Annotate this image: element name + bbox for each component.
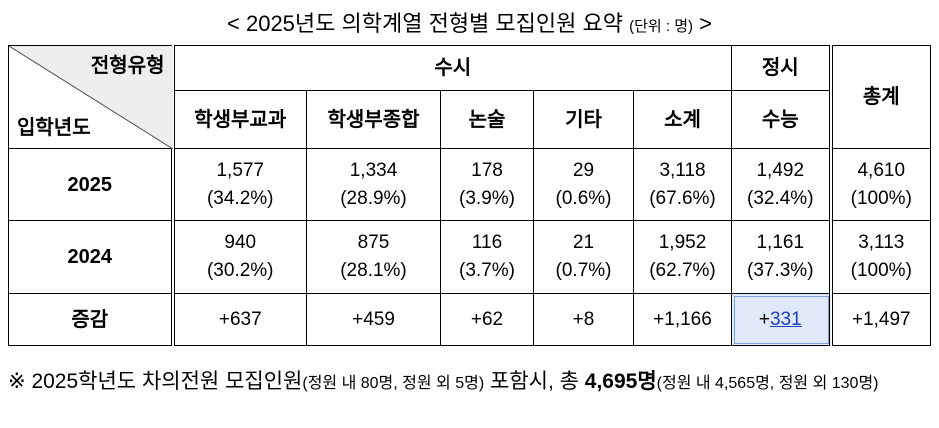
column-header: 학생부교과 bbox=[170, 90, 307, 149]
data-cell: +1,166 bbox=[632, 293, 733, 346]
row-label: 증감 bbox=[8, 293, 173, 346]
count: 21 bbox=[572, 232, 595, 253]
percent: (67.6%) bbox=[649, 187, 716, 209]
percent: (0.6%) bbox=[555, 187, 612, 209]
data-row: 2025 1,577 (34.2%) 1,334 (28.9%) 178 (3.9%) 29 (… bbox=[8, 148, 932, 221]
count: 178 bbox=[471, 159, 503, 181]
data-cell: 1,952 (62.7%) bbox=[632, 220, 733, 294]
percent: (32.4%) bbox=[747, 187, 814, 209]
corner-top: 전형유형 bbox=[90, 55, 165, 77]
group-header: 정시 bbox=[731, 45, 832, 91]
data-cell: +1,497 bbox=[828, 293, 932, 346]
data-cell: +459 bbox=[306, 293, 441, 346]
summary-table: 전형유형 입학년도 수시 정시 총계 학생부교과 학생부종합 논술 기타 소계 수능 20… bbox=[8, 45, 932, 346]
title: < 2025년도 의학계열 전형별 모집인원 요약 (단위 : 명) > bbox=[0, 6, 939, 38]
diagonal bbox=[9, 46, 173, 149]
footnote-total: 4,695명 bbox=[584, 370, 657, 393]
count: 29 bbox=[572, 159, 595, 181]
percent: (100%) bbox=[850, 260, 912, 281]
data-cell: 875 (28.1%) bbox=[306, 220, 441, 294]
data-cell: 21 (0.7%) bbox=[533, 220, 634, 294]
data-cell: 940 (30.2%) bbox=[170, 220, 307, 294]
group-header: 수시 bbox=[170, 45, 733, 91]
data-cell: 3,113 (100%) bbox=[828, 220, 932, 294]
data-row: 2024 940 (30.2%) 875 (28.1%) 116 (3.7%) 21 (0.7%… bbox=[8, 220, 932, 294]
data-cell: 1,577 (34.2%) bbox=[170, 148, 307, 221]
count: +637 bbox=[218, 308, 262, 330]
footnote-lead: 2025학년도 차의전원 모집인원 bbox=[31, 370, 303, 393]
column-header-row: 학생부교과 학생부종합 논술 기타 소계 수능 bbox=[9, 90, 931, 149]
link[interactable]: 331 bbox=[769, 308, 802, 330]
title-close: > bbox=[699, 11, 712, 36]
data-cell: 4,610 (100%) bbox=[828, 148, 932, 221]
column-header: 소계 bbox=[632, 90, 733, 149]
footnote-middle: 포함시, 총 bbox=[490, 370, 579, 393]
count: 4,610 bbox=[857, 159, 906, 181]
data-cell: 3,118 (67.6%) bbox=[632, 148, 733, 221]
count: +1,497 bbox=[851, 308, 911, 330]
count: +62 bbox=[470, 308, 504, 330]
total-header: 총계 bbox=[828, 45, 932, 149]
corner-bottom: 입학년도 bbox=[17, 117, 91, 139]
percent: (0.7%) bbox=[555, 260, 612, 281]
data-cell: 178 (3.9%) bbox=[440, 148, 534, 221]
count: +8 bbox=[572, 308, 595, 330]
count: +1,166 bbox=[653, 308, 712, 330]
column-header: 논술 bbox=[440, 90, 534, 149]
data-cell: 1,161 (37.3%) bbox=[731, 220, 832, 294]
footnote-total-detail: (정원 내 4,565명, 정원 외 130명) bbox=[656, 375, 879, 392]
sign: + bbox=[758, 308, 770, 330]
percent: (28.1%) bbox=[340, 260, 407, 281]
percent: (3.9%) bbox=[459, 187, 515, 209]
count: 1,492 bbox=[756, 159, 805, 181]
row-label: 2025 bbox=[8, 148, 173, 221]
data-cell: 29 (0.6%) bbox=[533, 148, 634, 221]
data-row: 증감 +637 +459 +62 +8 +1,166 +331 +1,497 bbox=[8, 293, 932, 346]
column-header: 수능 bbox=[731, 90, 832, 149]
percent: (37.3%) bbox=[747, 260, 814, 281]
data-cell: 1,492 (32.4%) bbox=[731, 148, 832, 221]
unit: (단위 : 명) bbox=[629, 18, 693, 35]
percent: (3.7%) bbox=[459, 260, 515, 281]
count: 3,118 bbox=[659, 159, 706, 181]
count: 1,952 bbox=[658, 232, 707, 253]
percent: (62.7%) bbox=[649, 260, 716, 281]
count: 940 bbox=[224, 232, 257, 253]
title-text: < 2025년도 의학계열 전형별 모집인원 요약 bbox=[227, 11, 623, 36]
percent: (28.9%) bbox=[340, 187, 407, 209]
count: 1,161 bbox=[756, 232, 805, 253]
count: 116 bbox=[471, 232, 503, 253]
count: 1,577 bbox=[216, 159, 265, 181]
data-cell: +331 bbox=[731, 293, 832, 346]
data-cell: 116 (3.7%) bbox=[440, 220, 534, 294]
count: 3,113 bbox=[858, 232, 905, 253]
data-cell: +62 bbox=[440, 293, 534, 346]
count: 875 bbox=[357, 232, 390, 253]
count: +459 bbox=[352, 308, 395, 330]
percent: (30.2%) bbox=[206, 260, 274, 281]
corner-cell: 전형유형 입학년도 bbox=[8, 45, 173, 149]
row-label: 2024 bbox=[8, 220, 173, 294]
footnote-mark: ※ bbox=[8, 370, 26, 393]
column-header: 학생부종합 bbox=[306, 90, 441, 149]
footnote-detail: (정원 내 80명, 정원 외 5명) bbox=[302, 375, 485, 392]
count: 1,334 bbox=[349, 159, 398, 181]
footnote: ※ 2025학년도 차의전원 모집인원(정원 내 80명, 정원 외 5명) 포… bbox=[8, 368, 933, 397]
data-cell: 1,334 (28.9%) bbox=[306, 148, 441, 221]
percent: (34.2%) bbox=[206, 187, 274, 209]
column-header: 기타 bbox=[533, 90, 634, 149]
data-cell: +8 bbox=[533, 293, 634, 346]
percent: (100%) bbox=[850, 187, 912, 209]
data-cell: +637 bbox=[170, 293, 307, 346]
